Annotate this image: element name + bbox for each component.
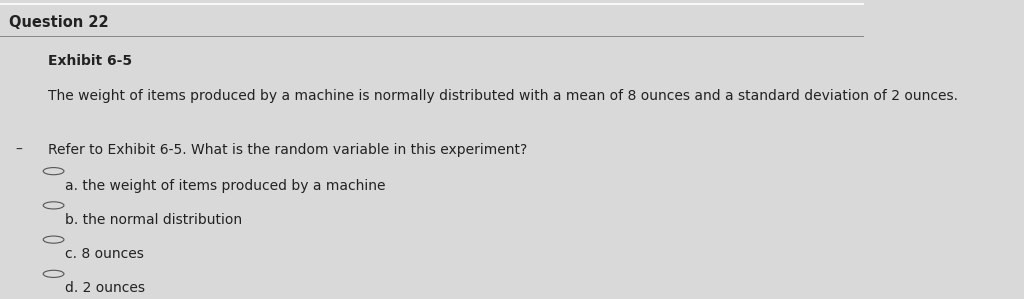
Text: –: –	[15, 143, 23, 157]
Text: a. the weight of items produced by a machine: a. the weight of items produced by a mac…	[65, 179, 385, 193]
Text: Refer to Exhibit 6-5. What is the random variable in this experiment?: Refer to Exhibit 6-5. What is the random…	[47, 143, 526, 157]
Text: Exhibit 6-5: Exhibit 6-5	[47, 54, 132, 68]
Text: b. the normal distribution: b. the normal distribution	[65, 213, 242, 227]
Text: c. 8 ounces: c. 8 ounces	[65, 247, 143, 261]
Text: Question 22: Question 22	[8, 15, 109, 30]
Text: The weight of items produced by a machine is normally distributed with a mean of: The weight of items produced by a machin…	[47, 89, 957, 103]
Text: d. 2 ounces: d. 2 ounces	[65, 281, 144, 295]
